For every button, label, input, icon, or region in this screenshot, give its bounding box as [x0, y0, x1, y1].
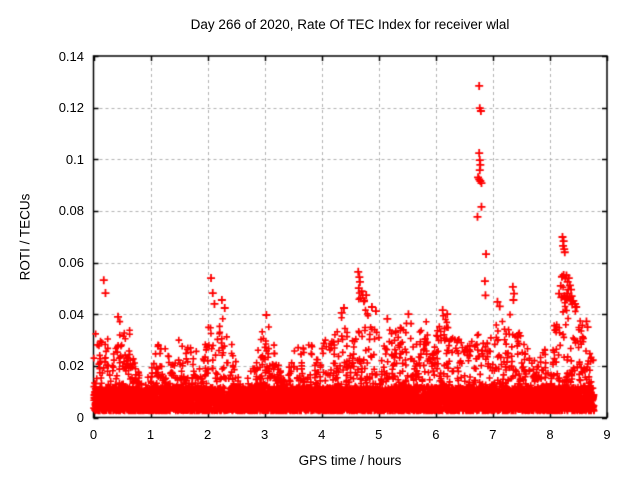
x-tick-label: 5 — [375, 427, 383, 442]
y-tick-label: 0 — [76, 410, 84, 425]
y-tick-label: 0.14 — [58, 48, 84, 64]
x-tick-label: 3 — [261, 427, 269, 442]
x-tick-label: 1 — [146, 427, 155, 442]
x-tick-label: 7 — [489, 427, 497, 442]
x-tick-label: 8 — [546, 427, 554, 442]
x-tick-label: 0 — [89, 427, 98, 442]
x-tick-label: 6 — [432, 427, 440, 442]
page-title: Day 266 of 2020, Rate Of TEC Index for r… — [0, 17, 640, 32]
y-tick-label: 0.12 — [58, 100, 84, 116]
y-tick-label: 0.1 — [65, 151, 84, 167]
chart-title-text: Day 266 of 2020, Rate Of TEC Index for r… — [190, 17, 510, 32]
x-axis-title: GPS time / hours — [298, 453, 402, 468]
x-tick-label: 9 — [603, 427, 611, 442]
x-tick-label: 4 — [318, 427, 326, 442]
y-tick-label: 0.06 — [58, 255, 84, 271]
y-tick-label: 0.08 — [58, 203, 84, 219]
x-tick-label: 2 — [203, 427, 212, 442]
y-tick-label: 0.02 — [58, 358, 84, 374]
y-tick-label: 0.04 — [58, 306, 84, 322]
